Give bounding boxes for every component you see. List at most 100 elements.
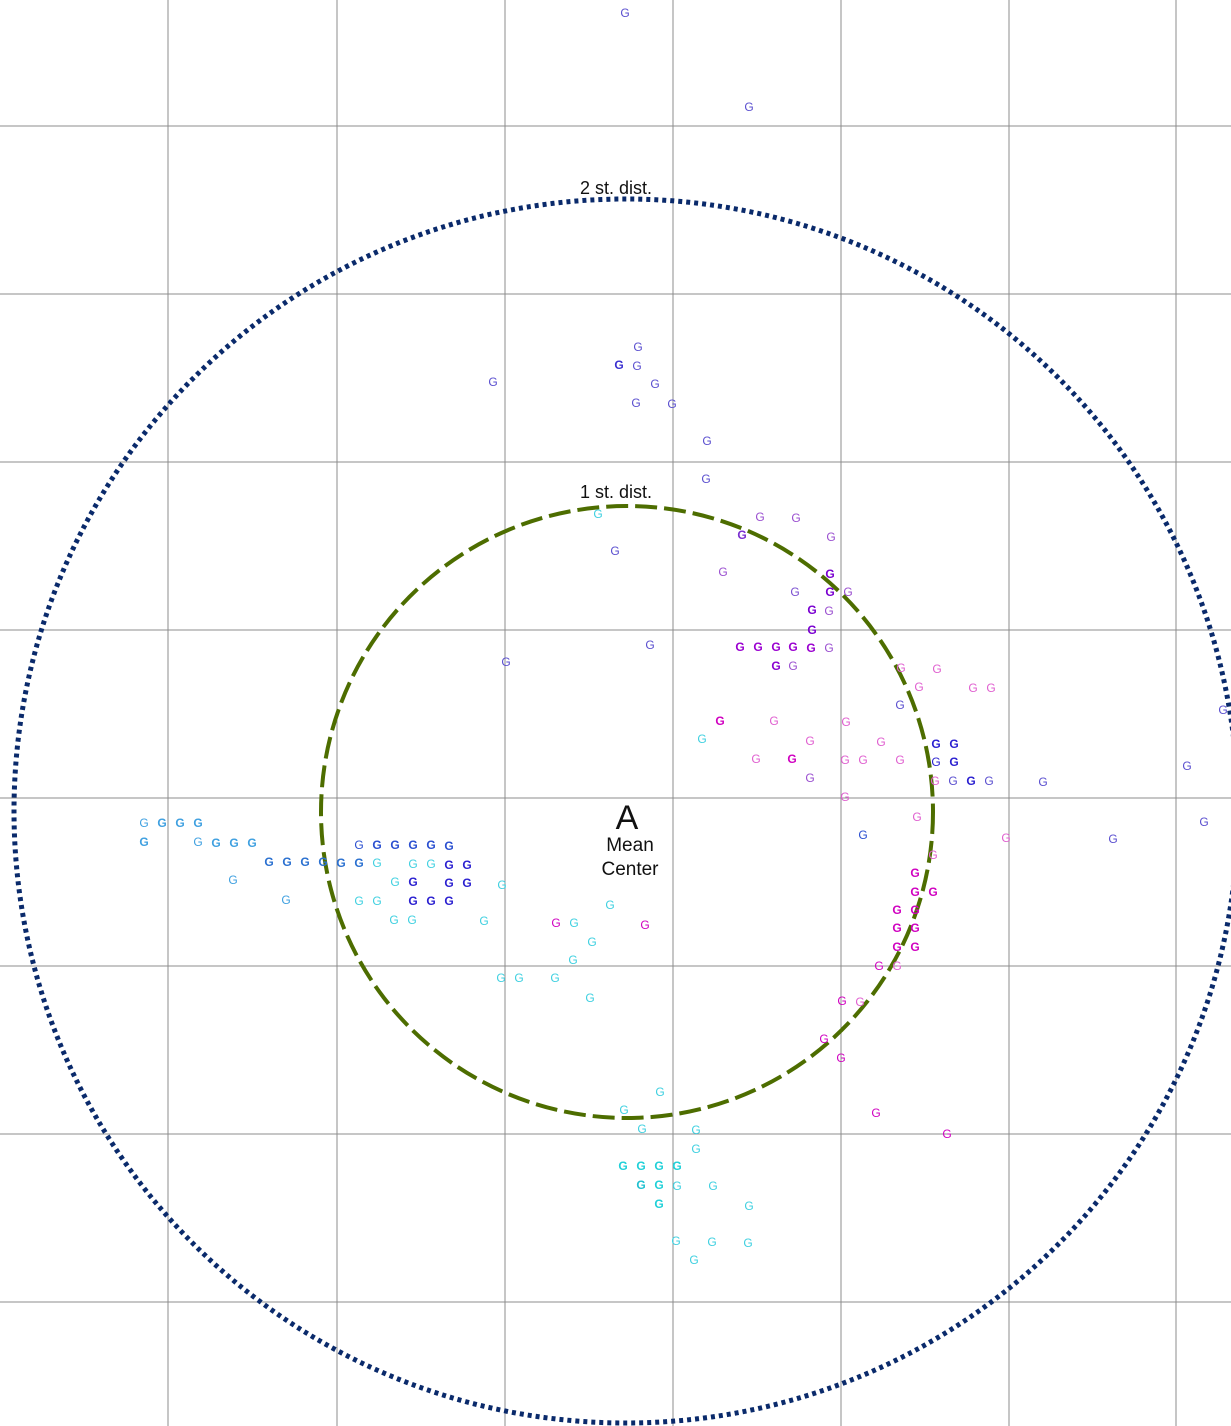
data-point: G [633,340,642,354]
data-point: G [514,971,523,985]
data-point: G [735,640,744,654]
data-point: G [876,735,885,749]
ring-2-label: 2 st. dist. [580,178,652,198]
data-point: G [910,940,919,954]
data-point: G [751,752,760,766]
data-point: G [568,953,577,967]
data-point: G [372,894,381,908]
data-point: G [841,715,850,729]
data-point: G [874,959,883,973]
data-point: G [426,894,435,908]
data-point: G [858,753,867,767]
data-point: G [654,1197,663,1211]
data-point: G [264,855,273,869]
data-point: G [444,858,453,872]
data-point: G [654,1178,663,1192]
data-point: G [1199,815,1208,829]
data-point: G [788,640,797,654]
data-point: G [948,774,957,788]
data-point: G [444,876,453,890]
data-point: G [914,680,923,694]
data-point: G [593,507,602,521]
data-point: G [807,603,816,617]
data-point: G [824,604,833,618]
data-point: G [610,544,619,558]
data-point: G [282,855,291,869]
data-point: G [497,878,506,892]
data-point: G [753,640,762,654]
data-point: G [372,856,381,870]
data-point: G [896,661,905,675]
data-point: G [718,565,727,579]
data-point: G [247,836,256,850]
data-point: G [551,916,560,930]
data-point: G [840,753,849,767]
data-point: G [689,1253,698,1267]
data-point: G [895,753,904,767]
data-point: G [855,995,864,1009]
data-point: G [805,734,814,748]
data-point: G [372,838,381,852]
data-point: G [892,921,901,935]
data-point: G [825,567,834,581]
data-point: G [650,377,659,391]
data-point: G [354,894,363,908]
data-point: G [836,1051,845,1065]
data-point: G [318,855,327,869]
data-point: G [618,1159,627,1173]
data-point: G [175,816,184,830]
data-point: G [744,1199,753,1213]
data-point: G [636,1159,645,1173]
data-point: G [949,737,958,751]
data-point: G [771,659,780,673]
data-point: G [826,530,835,544]
data-point: G [632,359,641,373]
data-point: G [824,641,833,655]
data-point: G [837,994,846,1008]
data-point: G [769,714,778,728]
data-point: G [389,913,398,927]
data-point: G [942,1127,951,1141]
data-point: G [871,1106,880,1120]
data-point: G [631,396,640,410]
data-point: G [462,876,471,890]
mean-center-label-line2: Center [601,859,659,880]
data-point: G [819,1032,828,1046]
data-point: G [281,893,290,907]
data-point: G [501,655,510,669]
data-point: G [488,375,497,389]
data-point: G [1001,831,1010,845]
data-point: G [211,836,220,850]
data-point: G [805,771,814,785]
data-point: G [807,623,816,637]
data-point: G [691,1123,700,1137]
data-point: G [986,681,995,695]
data-point: G [743,1236,752,1250]
data-point: G [587,935,596,949]
data-point: G [949,755,958,769]
data-point: G [655,1085,664,1099]
data-point: G [390,875,399,889]
data-point: G [645,638,654,652]
data-point: G [697,732,706,746]
data-point: G [444,894,453,908]
data-point: G [843,585,852,599]
data-point: G [892,959,901,973]
data-point: G [462,858,471,872]
data-point: G [550,971,559,985]
data-point: G [895,698,904,712]
data-point: G [910,921,919,935]
data-point: G [585,991,594,1005]
data-point: G [408,857,417,871]
data-point: G [614,358,623,372]
data-point: G [928,885,937,899]
data-point: G [707,1235,716,1249]
data-point: G [619,1103,628,1117]
data-point: G [910,885,919,899]
data-point: G [390,838,399,852]
data-point: G [1218,703,1227,717]
data-point: G [193,835,202,849]
